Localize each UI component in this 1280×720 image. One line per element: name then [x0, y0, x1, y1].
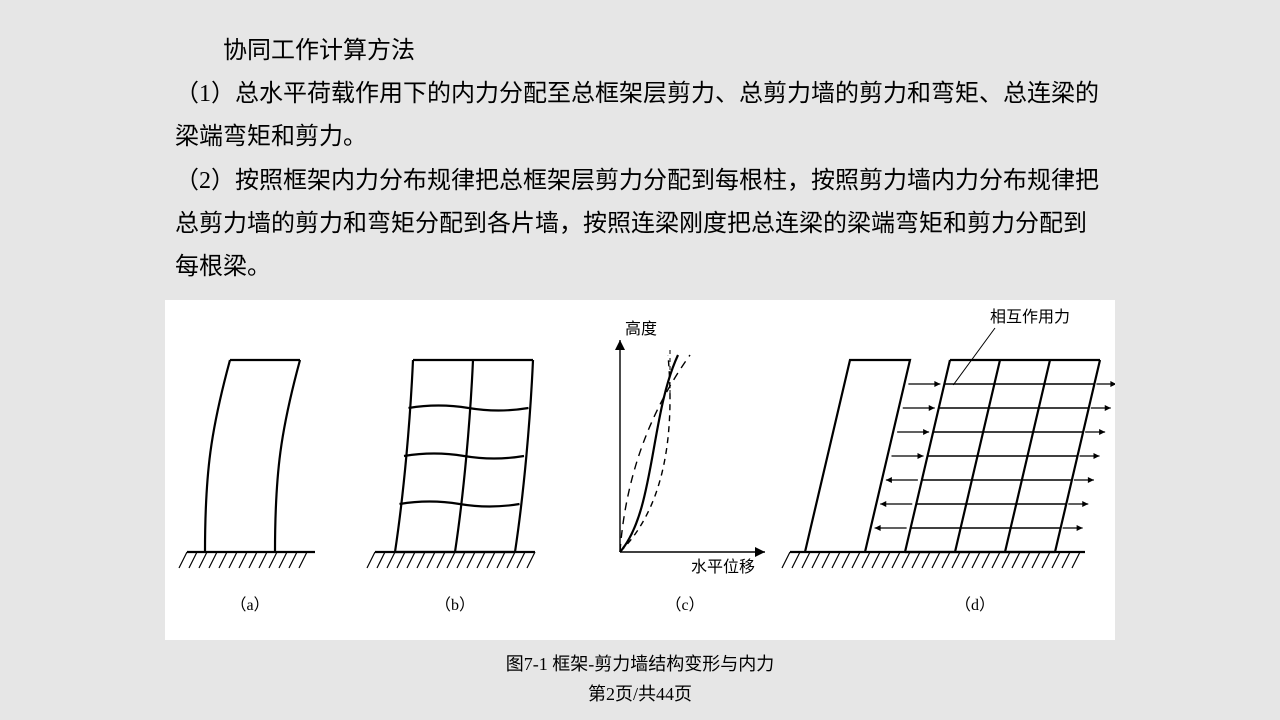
svg-text:（c）: （c）	[665, 596, 704, 614]
figure-caption: 图7-1 框架-剪力墙结构变形与内力	[0, 650, 1280, 676]
svg-text:相互作用力: 相互作用力	[990, 308, 1070, 326]
svg-text:高度: 高度	[625, 320, 657, 338]
figure-svg: （a） （b） 高度水平位移 （c） 相互作用力 （d）	[165, 300, 1115, 640]
svg-text:（b）: （b）	[435, 596, 475, 614]
figure-7-1: （a） （b） 高度水平位移 （c） 相互作用力 （d）	[165, 300, 1115, 640]
svg-text:（d）: （d）	[955, 596, 995, 614]
paragraph-1: （1）总水平荷载作用下的内力分配至总框架层剪力、总剪力墙的剪力和弯矩、总连梁的梁…	[175, 73, 1105, 159]
body-text: 协同工作计算方法 （1）总水平荷载作用下的内力分配至总框架层剪力、总剪力墙的剪力…	[175, 30, 1105, 289]
paragraph-2: （2）按照框架内力分布规律把总框架层剪力分配到每根柱，按照剪力墙内力分布规律把总…	[175, 160, 1105, 290]
title-line: 协同工作计算方法	[175, 30, 1105, 73]
svg-text:水平位移: 水平位移	[691, 558, 755, 576]
svg-text:（a）: （a）	[230, 596, 269, 614]
page-indicator: 第2页/共44页	[0, 680, 1280, 706]
